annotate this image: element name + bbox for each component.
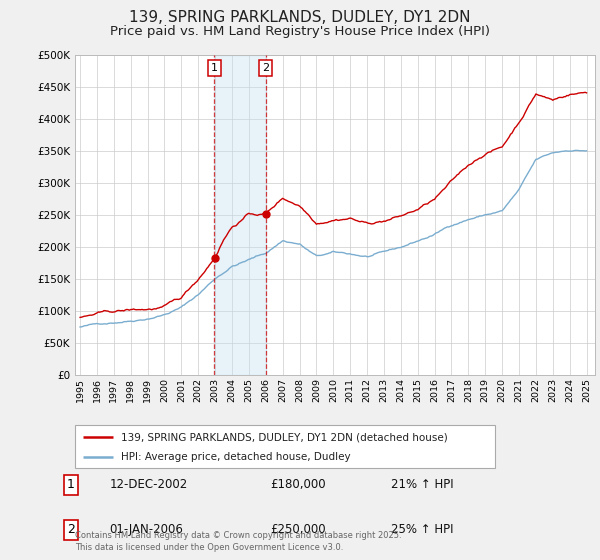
Text: 12-DEC-2002: 12-DEC-2002 xyxy=(110,478,188,492)
Text: 1: 1 xyxy=(67,478,75,492)
Text: £180,000: £180,000 xyxy=(270,478,325,492)
Text: 139, SPRING PARKLANDS, DUDLEY, DY1 2DN: 139, SPRING PARKLANDS, DUDLEY, DY1 2DN xyxy=(129,10,471,25)
Text: £250,000: £250,000 xyxy=(270,523,325,536)
Text: 25% ↑ HPI: 25% ↑ HPI xyxy=(391,523,454,536)
Text: 1: 1 xyxy=(211,63,218,73)
Text: 21% ↑ HPI: 21% ↑ HPI xyxy=(391,478,454,492)
Text: 139, SPRING PARKLANDS, DUDLEY, DY1 2DN (detached house): 139, SPRING PARKLANDS, DUDLEY, DY1 2DN (… xyxy=(121,432,448,442)
Text: 2: 2 xyxy=(67,523,75,536)
Text: Contains HM Land Registry data © Crown copyright and database right 2025.
This d: Contains HM Land Registry data © Crown c… xyxy=(75,531,401,552)
Text: 2: 2 xyxy=(262,63,269,73)
Text: 01-JAN-2006: 01-JAN-2006 xyxy=(110,523,184,536)
Text: HPI: Average price, detached house, Dudley: HPI: Average price, detached house, Dudl… xyxy=(121,452,351,462)
Text: Price paid vs. HM Land Registry's House Price Index (HPI): Price paid vs. HM Land Registry's House … xyxy=(110,25,490,38)
Bar xyxy=(214,55,266,375)
FancyBboxPatch shape xyxy=(75,425,495,468)
